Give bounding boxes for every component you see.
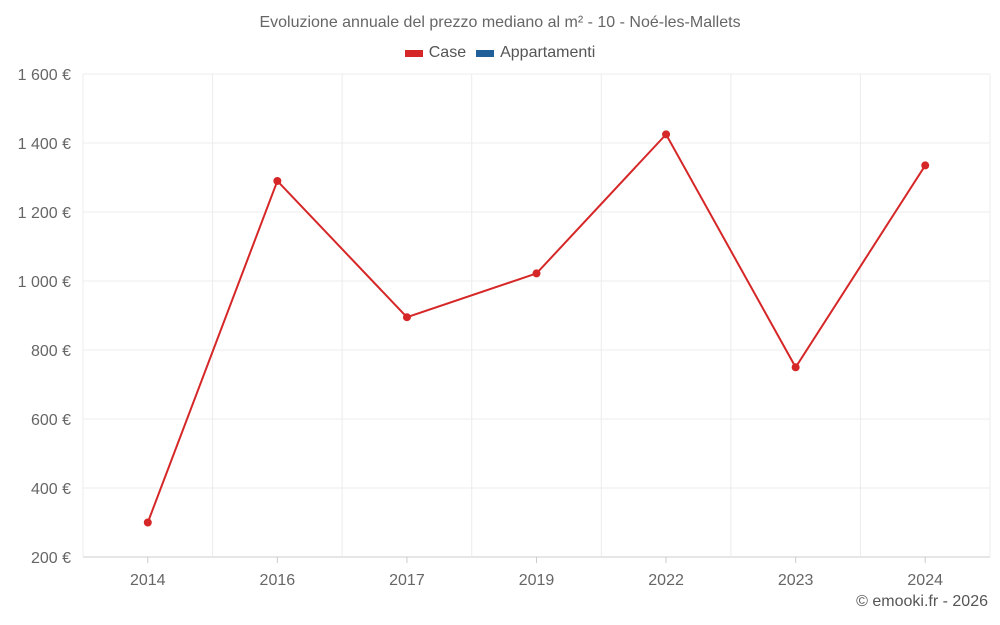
y-tick-label: 1 400 € bbox=[18, 136, 71, 153]
legend-item-appartamenti[interactable]: Appartamenti bbox=[476, 44, 595, 62]
data-point-case bbox=[143, 518, 152, 527]
data-point-case bbox=[273, 176, 282, 185]
data-point-case bbox=[662, 130, 671, 139]
x-tick-label: 2024 bbox=[907, 572, 943, 589]
data-point-case bbox=[921, 161, 930, 170]
x-tick-label: 2023 bbox=[778, 572, 814, 589]
x-tick-label: 2017 bbox=[389, 572, 425, 589]
legend: Case Appartamenti bbox=[0, 44, 1000, 62]
x-tick-label: 2014 bbox=[130, 572, 166, 589]
legend-item-case[interactable]: Case bbox=[404, 44, 467, 62]
y-tick-label: 1 600 € bbox=[18, 67, 71, 84]
legend-swatch-case bbox=[404, 49, 423, 57]
x-tick-label: 2016 bbox=[260, 572, 296, 589]
legend-swatch-appartamenti bbox=[476, 49, 495, 57]
legend-label-case: Case bbox=[428, 44, 467, 61]
x-tick-label: 2022 bbox=[648, 572, 684, 589]
y-tick-label: 800 € bbox=[31, 343, 71, 360]
legend-label-appartamenti: Appartamenti bbox=[500, 44, 596, 61]
data-point-case bbox=[402, 313, 411, 322]
chart-title: Evoluzione annuale del prezzo mediano al… bbox=[259, 14, 741, 31]
y-tick-label: 600 € bbox=[31, 412, 71, 429]
credit-text: © emooki.fr - 2026 bbox=[856, 593, 988, 610]
y-tick-label: 200 € bbox=[31, 550, 71, 567]
data-point-case bbox=[791, 363, 800, 372]
x-tick-label: 2019 bbox=[519, 572, 555, 589]
data-point-case bbox=[532, 269, 541, 278]
y-tick-label: 1 000 € bbox=[18, 274, 71, 291]
series-line-case bbox=[146, 132, 927, 523]
y-tick-label: 400 € bbox=[31, 481, 71, 498]
y-tick-label: 1 200 € bbox=[18, 205, 71, 222]
